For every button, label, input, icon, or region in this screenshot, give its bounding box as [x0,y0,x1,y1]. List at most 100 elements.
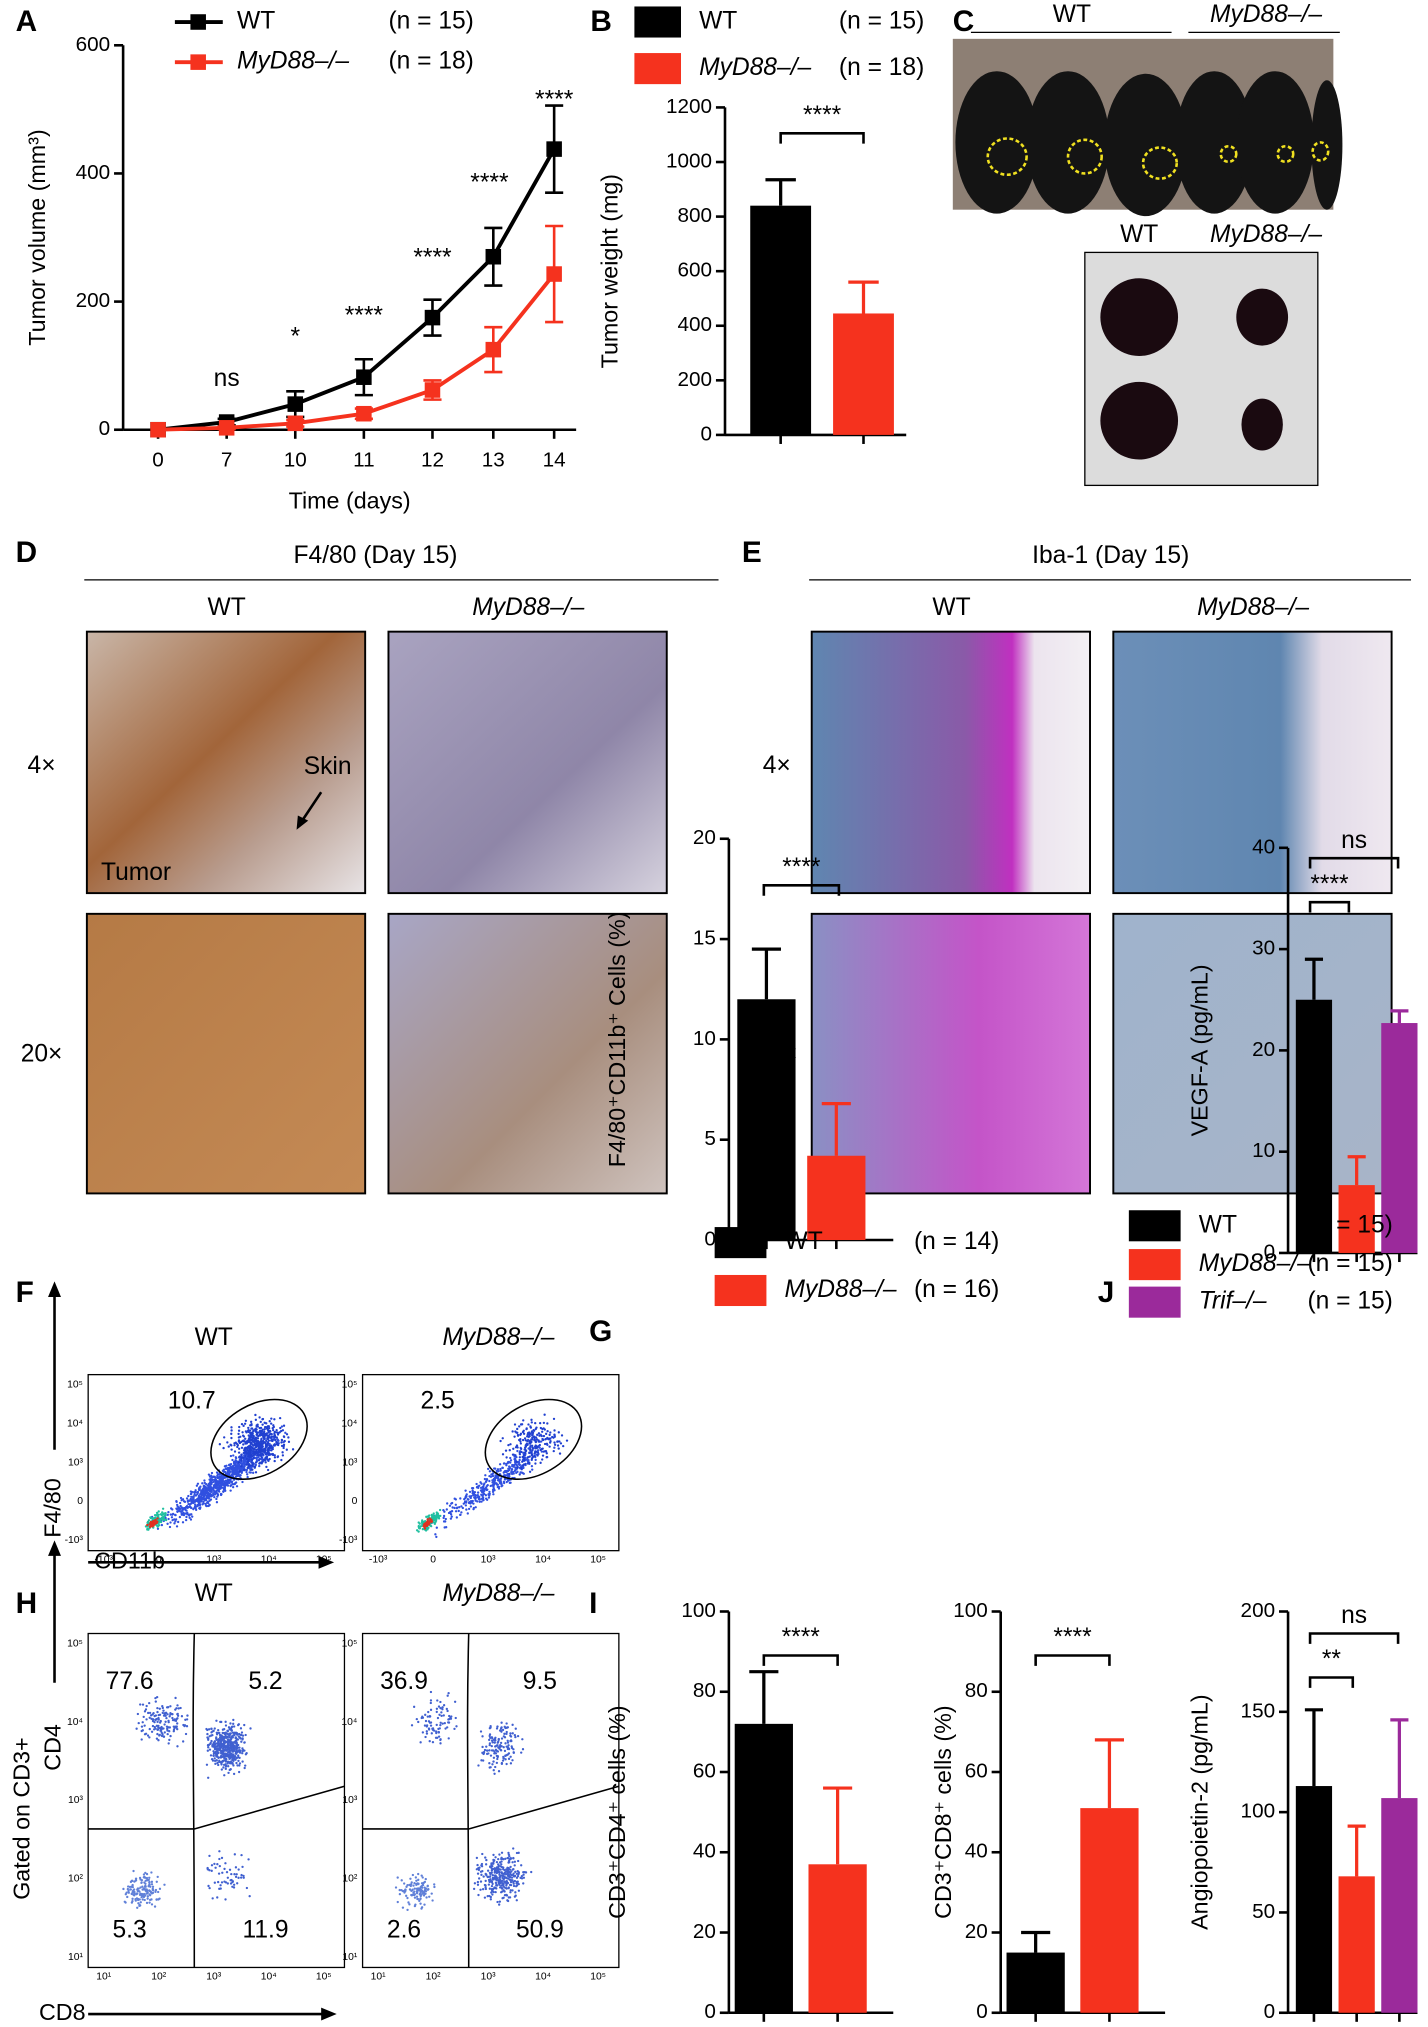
data-point [218,420,235,436]
flow-event [227,1445,230,1448]
skin-arrow [299,791,323,824]
flow-event [264,1425,267,1429]
flow-event [234,1866,238,1869]
flow-event [512,1867,515,1871]
flow-event [464,1504,468,1507]
flow-x-tick: 10¹ [96,1971,112,1982]
flow-event [155,1695,159,1699]
flow-event [506,1741,510,1744]
flow-event [562,1444,565,1448]
flow-event [491,1481,494,1484]
flow-event [514,1430,517,1433]
flow-event [438,1713,441,1716]
flow-event [206,1736,209,1739]
row-label: 20× [21,1040,63,1067]
panel-letter: H [16,1587,38,1620]
flow-event [237,1723,240,1727]
flow-event [171,1718,175,1722]
flow-event [478,1484,481,1487]
significance: **** [345,303,384,330]
bar [1295,999,1333,1253]
flow-event [418,1522,421,1525]
flow-event [499,1482,503,1485]
flow-event [453,1727,456,1731]
flow-event [140,1895,143,1899]
flow-event [207,1776,210,1779]
flow-event [531,1449,534,1452]
flow-event [446,1726,449,1729]
flow-event [199,1492,202,1495]
flow-event [237,1439,241,1442]
flow-event [509,1889,512,1892]
legend-swatch [714,1274,767,1307]
flow-event [248,1894,251,1898]
flow-event [520,1423,524,1426]
flow-event [174,1696,177,1700]
flow-event [230,1735,234,1738]
flow-event [255,1424,258,1427]
flow-event [214,1866,217,1869]
flow-event [166,1513,169,1516]
flow-event [178,1515,182,1519]
flow-event [229,1879,232,1882]
legend-label: MyD88–/– [785,1276,897,1303]
flow-x-tick: -10³ [94,1554,113,1565]
flow-event [488,1734,491,1738]
flow-event [240,1853,243,1857]
flow-event [415,1879,418,1882]
flow-event [424,1887,428,1890]
flow-x-tick: 10³ [206,1971,222,1982]
flow-event [553,1433,556,1436]
flow-event [437,1727,440,1731]
flow-event [278,1431,281,1434]
legend-label: WT [1199,1211,1237,1238]
flow-event [210,1757,214,1761]
flow-event [198,1486,201,1489]
flow-event [490,1884,494,1888]
flow-event [207,1473,211,1476]
flow-event [237,1770,241,1774]
flow-event [135,1727,138,1730]
flow-event [145,1872,149,1876]
flow-event [156,1710,159,1714]
flow-event [494,1890,497,1894]
flow-event [176,1745,179,1748]
flow-event [154,1700,157,1703]
flow-event [199,1495,202,1499]
flow-event [432,1515,435,1519]
flow-event [219,1744,222,1748]
flow-event [175,1500,178,1503]
flow-event [207,1884,210,1888]
flow-event [242,1876,245,1879]
flow-event [479,1730,483,1733]
flow-event [455,1516,459,1519]
flow-event [485,1752,489,1756]
flow-event [549,1431,552,1434]
flow-event [231,1880,235,1883]
bar [750,205,812,435]
flow-event [270,1417,273,1420]
flow-event [223,1727,226,1731]
flow-event [156,1720,159,1723]
flow-event [498,1900,502,1903]
panel-letter: C [953,5,975,38]
flow-event [214,1762,217,1765]
flow-event [422,1894,426,1897]
x-tick-label: 12 [421,448,444,471]
flow-y-tick: 10³ [68,1457,84,1468]
flow-event [421,1528,425,1531]
flow-event [548,1445,551,1448]
flow-event [222,1766,225,1769]
flow-event [158,1524,161,1527]
flow-event [145,1718,148,1721]
flow-event [232,1886,236,1889]
flow-event [499,1727,503,1730]
bar [737,999,796,1241]
flow-event [560,1434,564,1437]
flow-event [186,1513,189,1516]
flow-event [210,1490,213,1493]
flow-event [215,1489,218,1493]
flow-event [488,1871,492,1875]
flow-event [501,1876,504,1880]
flow-event [533,1451,537,1454]
